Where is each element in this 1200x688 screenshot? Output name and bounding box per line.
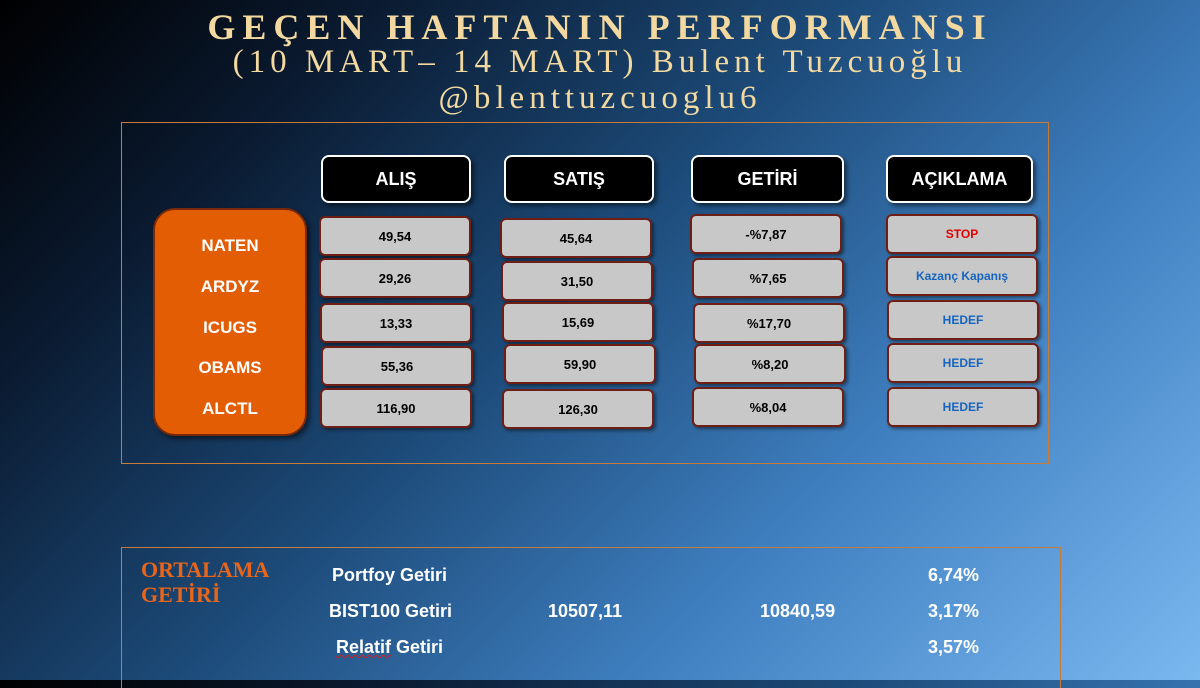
bist-end-value: 10840,59 [760,601,836,621]
ticker-label: NATEN [201,236,259,255]
relatif-label-word: Relatif [336,637,392,657]
summary-title: ORTALAMA GETİRİ [141,557,301,607]
satis-cell: 15,69 [502,302,654,342]
column-header-aciklama: AÇIKLAMA [886,155,1033,203]
getiri-cell: %17,70 [693,303,845,343]
summary-frame [121,547,1061,688]
aciklama-cell: HEDEF [887,343,1039,383]
column-header-alis: ALIŞ [321,155,471,203]
relatif-label-rest: Getiri [391,637,444,657]
relatif-label: Relatif Getiri [336,637,443,658]
alis-cell: 116,90 [320,388,472,428]
aciklama-cell: HEDEF [887,300,1039,340]
satis-cell: 31,50 [501,261,653,301]
ticker-label: OBAMS [198,358,262,377]
summary-title-line1: ORTALAMA [141,557,270,582]
portfoy-label: Portfoy Getiri [332,565,448,585]
bist-value: 3,17% [928,601,980,621]
performance-table-frame [121,122,1049,464]
getiri-cell: -%7,87 [690,214,842,254]
ticker-label: ARDYZ [200,277,260,296]
bist-label: BIST100 Getiri [329,601,453,621]
summary-title-line2: GETİRİ [141,582,221,607]
getiri-cell: %7,65 [692,258,844,298]
ticker-label: ICUGS [203,318,257,337]
aciklama-cell: HEDEF [887,387,1039,427]
column-header-getiri: GETİRİ [691,155,844,203]
column-header-satis: SATIŞ [504,155,654,203]
portfoy-value: 6,74% [928,565,980,585]
alis-cell: 49,54 [319,216,471,256]
relatif-value: 3,57% [928,637,980,657]
page-title: GEÇEN HAFTANIN PERFORMANSI [207,7,993,47]
page-subtitle: (10 MART– 14 MART) Bulent Tuzcuoğlu [232,44,968,80]
getiri-cell: %8,20 [694,344,846,384]
satis-cell: 59,90 [504,344,656,384]
satis-cell: 45,64 [500,218,652,258]
aciklama-cell: STOP [886,214,1038,254]
ticker-list: NATEN ARDYZ ICUGS OBAMS ALCTL [153,208,307,436]
aciklama-cell: Kazanç Kapanış [886,256,1038,296]
alis-cell: 29,26 [319,258,471,298]
bist-start-value: 10507,11 [548,601,623,621]
alis-cell: 55,36 [321,346,473,386]
getiri-cell: %8,04 [692,387,844,427]
ticker-label: ALCTL [202,399,258,418]
author-handle: @blenttuzcuoglu6 [438,80,762,116]
satis-cell: 126,30 [502,389,654,429]
alis-cell: 13,33 [320,303,472,343]
